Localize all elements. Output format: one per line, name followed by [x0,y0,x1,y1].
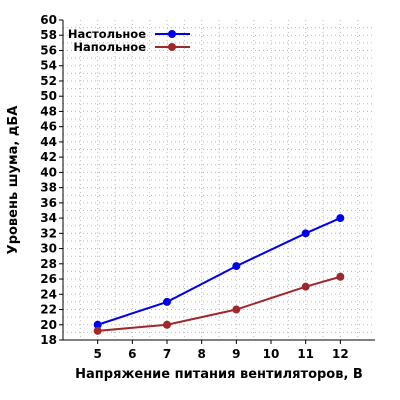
grid [63,20,375,340]
series [93,214,345,335]
data-point-1 [301,229,310,238]
y-tick-label: 58 [40,28,57,42]
x-tick-label: 5 [93,347,101,361]
y-tick-label: 22 [40,303,57,317]
data-point-1 [93,320,102,329]
x-tick-label: 9 [232,347,240,361]
y-tick-label: 46 [40,120,57,134]
x-tick-label: 8 [197,347,205,361]
y-tick-label: 36 [40,196,57,210]
x-tick-label: 10 [263,347,280,361]
data-point-1 [336,214,345,223]
x-tick-label: 11 [297,347,314,361]
y-tick-label: 52 [40,74,57,88]
y-tick-label: 56 [40,43,57,57]
legend-label-2: Напольное [73,40,146,54]
y-tick-label: 44 [40,135,57,149]
legend-label-1: Настольное [68,27,146,41]
data-point-2 [93,326,102,335]
x-tick-label: 12 [332,347,349,361]
y-tick-label: 34 [40,211,57,225]
x-tick-label: 7 [163,347,171,361]
y-tick-label: 42 [40,150,57,164]
y-tick-label: 54 [40,59,57,73]
y-tick-label: 38 [40,181,57,195]
x-tick-label: 6 [128,347,136,361]
y-tick-label: 20 [40,318,57,332]
y-tick-label: 32 [40,226,57,240]
y-tick-label: 26 [40,272,57,286]
data-point-2 [301,282,310,291]
data-point-1 [163,297,171,306]
y-tick-label: 24 [40,287,57,301]
legend-marker-2 [168,43,176,51]
y-axis-label: Уровень шума, дБА [6,106,21,255]
y-tick-label: 28 [40,257,57,271]
y-tick-label: 60 [40,13,57,27]
data-point-1 [232,262,241,271]
data-point-2 [163,320,171,329]
y-tick-label: 40 [40,165,57,179]
y-tick-label: 50 [40,89,57,103]
y-tick-label: 48 [40,104,57,118]
x-axis-ticks: 5 6 7 8 9 10 11 12 [93,340,349,361]
x-axis-label: Напряжение питания вентиляторов, В [75,367,363,382]
y-tick-label: 30 [40,242,57,256]
data-point-2 [336,272,345,281]
legend-marker-1 [168,30,176,38]
y-tick-label: 18 [40,333,57,347]
axes [62,20,375,341]
data-point-2 [232,305,241,314]
